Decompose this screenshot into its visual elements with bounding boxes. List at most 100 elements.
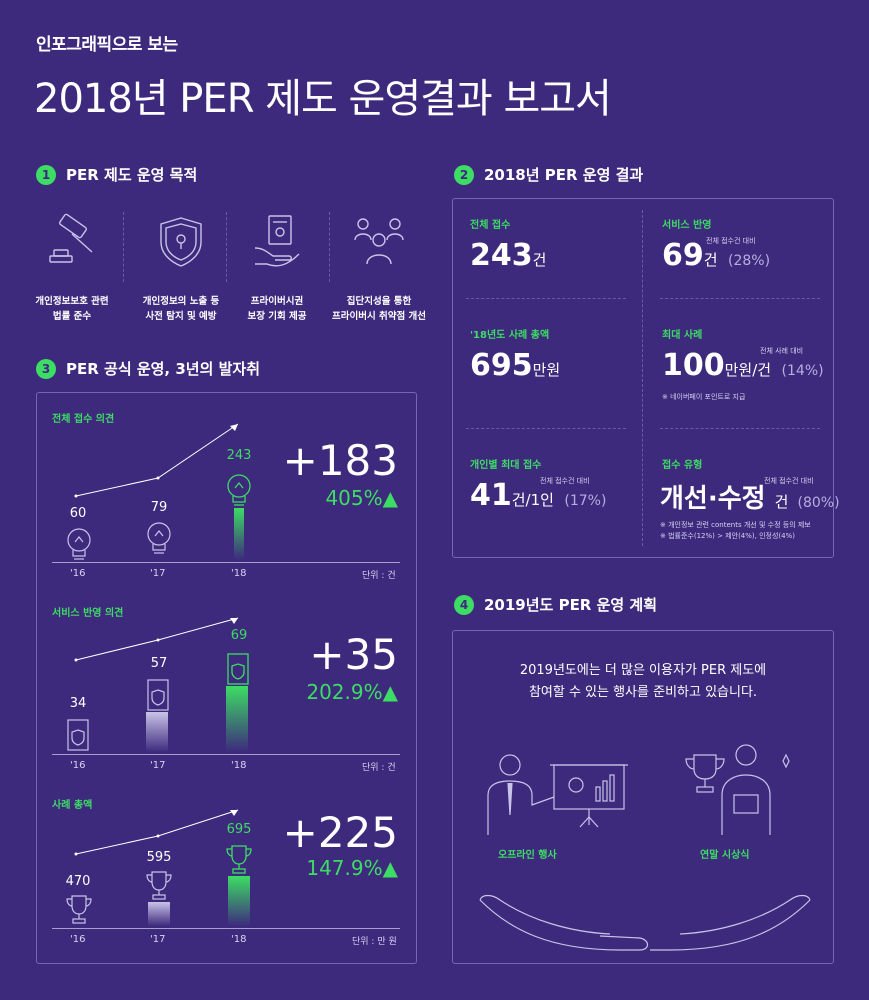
page-title: 2018년 PER 제도 운영결과 보고서 — [34, 76, 612, 122]
purpose-item-privacy-line2: 보장 기회 제공 — [247, 311, 307, 322]
chart1-year-17: '17 — [150, 568, 166, 579]
result-total-value: 243건 — [470, 238, 546, 273]
section3-heading: 3 PER 공식 운영, 3년의 발자취 — [36, 358, 260, 379]
chart3-value-18: 695 — [226, 822, 252, 837]
chart3-year-16: '16 — [70, 934, 86, 945]
result-total-number: 243 — [470, 238, 533, 273]
chart1-bar-18 — [234, 508, 244, 560]
result-service-label: 서비스 반영 — [662, 220, 712, 231]
purpose-item-collective-line1: 집단지성을 통한 — [346, 296, 412, 307]
lightbulb-icon — [147, 522, 171, 554]
document-shield-icon — [227, 653, 249, 685]
chart2-label: 서비스 반영 의견 — [52, 608, 124, 619]
purpose-item-law-line1: 개인정보보호 관련 — [35, 296, 109, 307]
section2-title: 2018년 PER 운영 결과 — [484, 166, 644, 184]
section3-number: 3 — [36, 358, 56, 379]
result-service-unit: 건 — [703, 251, 718, 269]
divider — [466, 428, 626, 429]
result-service-number: 69 — [662, 238, 704, 273]
divider — [226, 212, 227, 282]
purpose-item-privacy-line1: 프라이버시권 — [250, 296, 304, 307]
chart2-bar-17 — [146, 712, 168, 752]
purpose-item-detect: 개인정보의 노출 등 사전 탐지 및 예방 — [121, 212, 241, 324]
chart2-unit: 단위 : 건 — [362, 763, 396, 773]
chart2-year-18: '18 — [231, 760, 247, 771]
chart2-year-16: '16 — [70, 760, 86, 771]
results-vdivider — [642, 210, 643, 546]
result-person-unit: 건/1인 — [511, 491, 554, 509]
result-reward-value: 695만원 — [470, 348, 560, 383]
chart2-value-17: 57 — [150, 656, 168, 671]
chart2-baseline — [52, 754, 400, 755]
divider — [466, 298, 626, 299]
plan-panel — [452, 630, 834, 964]
results-panel — [452, 198, 834, 558]
result-max-footnote: ※ 네이버페이 포인트로 지급 — [662, 393, 746, 401]
chart3-value-16: 470 — [65, 874, 91, 889]
chart2-year-17: '17 — [150, 760, 166, 771]
chart1-value-17: 79 — [150, 500, 168, 515]
chart3-delta: +225 — [282, 808, 398, 857]
result-type-footnote1: ※ 개인정보 관련 contents 개선 및 수정 등의 제보 — [660, 521, 811, 529]
section2-number: 2 — [454, 164, 474, 185]
event-offline-label: 오프라인 행사 — [498, 850, 557, 861]
chart3-bar-17 — [148, 902, 170, 926]
purpose-item-detect-line2: 사전 탐지 및 예방 — [145, 311, 217, 322]
document-shield-icon — [67, 719, 89, 751]
purpose-item-collective-line2: 프라이버시 취약점 개선 — [331, 311, 426, 322]
chart3-year-17: '17 — [150, 934, 166, 945]
chart1-percent: 405%▲ — [325, 486, 398, 510]
trophy-icon — [146, 871, 172, 900]
result-service-value: 69건 (28%) — [662, 238, 770, 273]
purpose-item-detect-line1: 개인정보의 노출 등 — [142, 296, 220, 307]
result-type-percent: (80%) — [797, 495, 840, 511]
result-type-note: 전체 접수건 대비 — [764, 477, 814, 485]
result-reward-number: 695 — [470, 348, 533, 383]
chart1-year-18: '18 — [231, 568, 247, 579]
result-type-footnote2: ※ 법률준수(12%) > 제안(4%), 인정성(4%) — [660, 532, 795, 540]
section1-number: 1 — [36, 164, 56, 185]
shield-lock-icon — [160, 217, 202, 267]
section4-number: 4 — [454, 594, 474, 615]
result-person-label: 개인별 최대 접수 — [470, 460, 542, 471]
result-total-unit: 건 — [532, 251, 547, 269]
section4-title: 2019년도 PER 운영 계획 — [484, 596, 658, 614]
result-type-value: 개선·수정 건 (80%) — [660, 478, 840, 515]
document-hand-icon — [254, 215, 300, 267]
chart3-trend-line — [74, 809, 239, 856]
purpose-item-law: 개인정보보호 관련 법률 준수 — [12, 212, 132, 324]
award-person-icon — [685, 744, 790, 835]
result-max-value: 100만원/건 (14%) — [662, 348, 824, 383]
chart1-unit: 단위 : 건 — [362, 571, 396, 581]
chart3-value-17: 595 — [146, 850, 172, 865]
chart2-value-18: 69 — [230, 628, 248, 643]
chart2-delta: +35 — [309, 630, 398, 679]
result-type-label: 접수 유형 — [662, 460, 703, 471]
section3-title: PER 공식 운영, 3년의 발자취 — [66, 360, 261, 378]
result-max-label: 최대 사례 — [662, 330, 703, 341]
result-service-note: 전체 접수건 대비 — [706, 237, 756, 245]
presentation-person-icon — [487, 754, 628, 835]
chart1-value-16: 60 — [69, 506, 87, 521]
history-panel — [36, 392, 417, 964]
page-subtitle: 인포그래픽으로 보는 — [36, 35, 178, 55]
lightbulb-icon — [67, 528, 91, 560]
chart2-trend-line — [74, 617, 239, 662]
result-type-unit: 건 — [774, 493, 789, 511]
result-max-note: 전체 사례 대비 — [760, 347, 804, 355]
document-shield-icon — [147, 679, 169, 711]
chart1-trend-line — [74, 423, 239, 498]
section2-heading: 2 2018년 PER 운영 결과 — [454, 164, 643, 185]
section1-title: PER 제도 운영 목적 — [66, 166, 198, 184]
result-person-value: 41건/1인 (17%) — [470, 478, 606, 513]
result-max-unit: 만원/건 — [724, 361, 772, 379]
chart1-baseline — [52, 562, 400, 563]
plan-line2: 참여할 수 있는 행사를 준비하고 있습니다. — [528, 685, 758, 700]
section4-heading: 4 2019년도 PER 운영 계획 — [454, 594, 657, 615]
event-award-label: 연말 시상식 — [700, 850, 750, 861]
chart3-year-18: '18 — [231, 934, 247, 945]
chart2-percent: 202.9%▲ — [306, 680, 398, 704]
result-max-number: 100 — [662, 348, 725, 383]
result-person-note: 전체 접수건 대비 — [540, 477, 590, 485]
divider — [329, 212, 330, 282]
